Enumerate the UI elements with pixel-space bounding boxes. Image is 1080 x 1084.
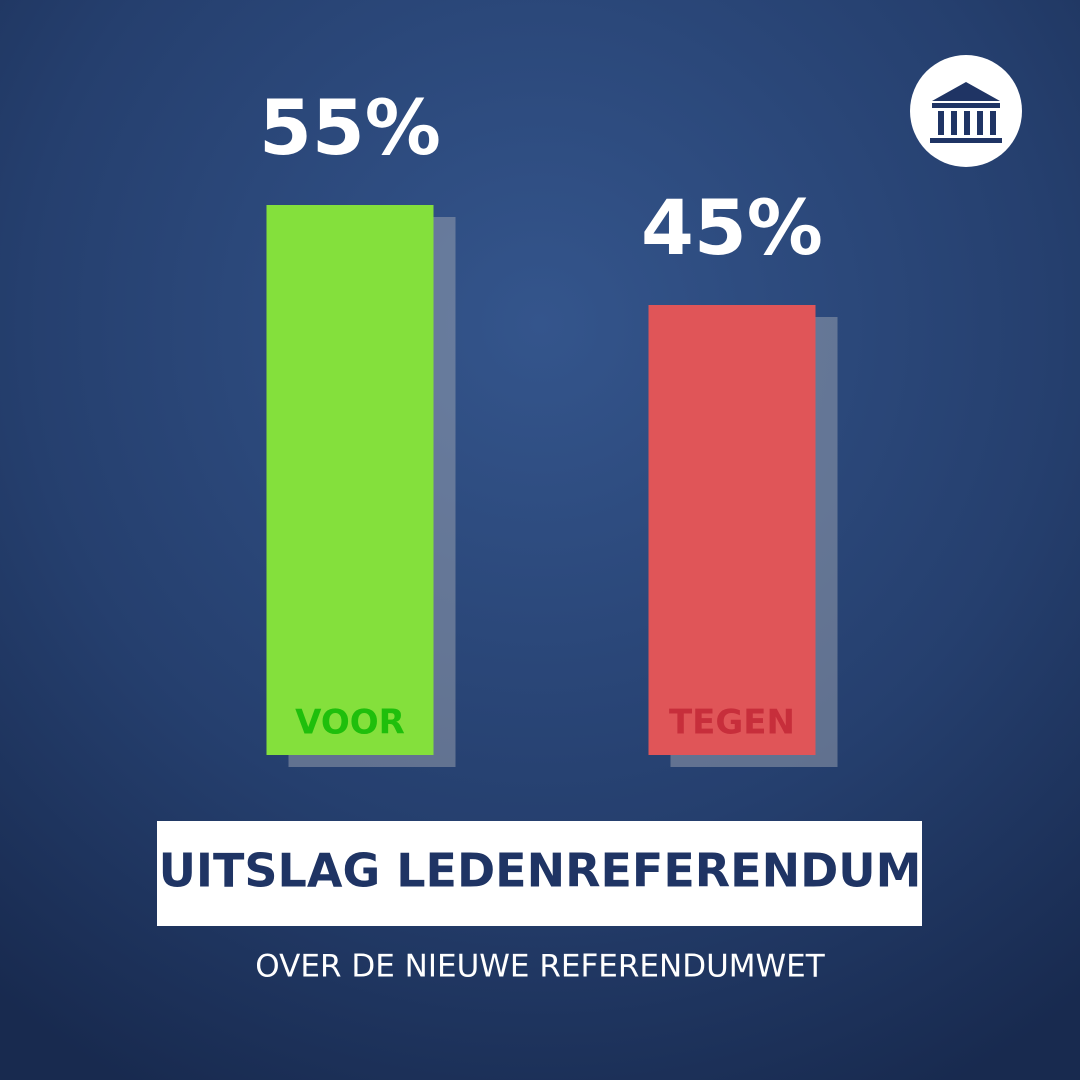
value-label: 55% bbox=[259, 83, 441, 172]
bar bbox=[266, 205, 434, 755]
category-label: VOOR bbox=[295, 703, 405, 743]
logo bbox=[910, 55, 1022, 167]
category-label: TEGEN bbox=[669, 703, 795, 743]
title-box bbox=[157, 821, 922, 926]
chart-subtitle: OVER DE NIEUWE REFERENDUMWET bbox=[255, 949, 825, 985]
chart-title: UITSLAG LEDENREFERENDUM bbox=[159, 844, 922, 898]
value-label: 45% bbox=[641, 183, 823, 272]
bar bbox=[648, 305, 816, 755]
